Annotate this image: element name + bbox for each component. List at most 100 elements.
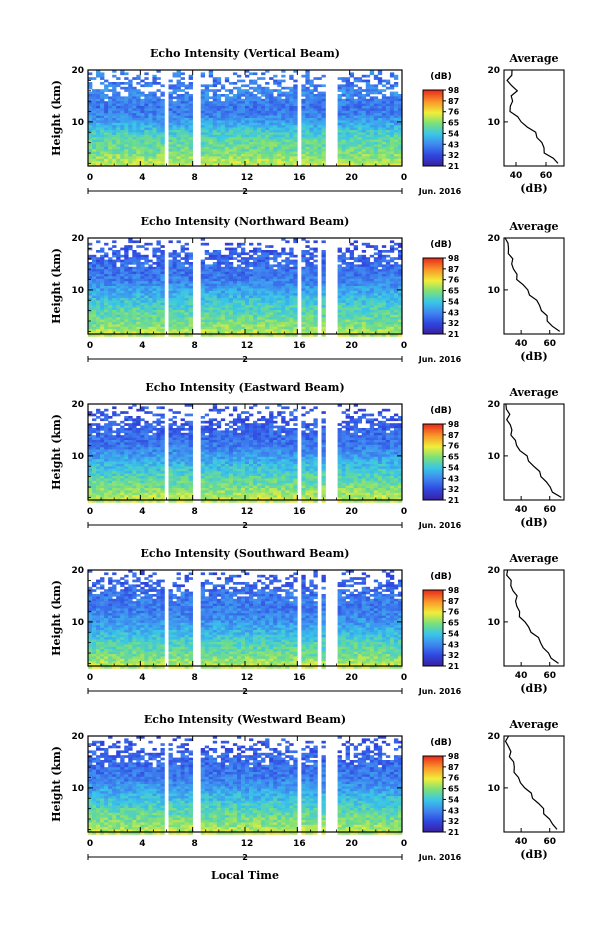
heatmap-cell [249,334,254,337]
heatmap-cell [112,91,117,95]
heatmap-cell [128,331,133,335]
heatmap-cell [208,334,214,337]
heatmap-cell [285,120,290,124]
heatmap-cell [313,293,318,296]
heatmap-cell [208,115,214,119]
heatmap-cell [120,302,125,306]
heatmap-cell [365,257,371,260]
heatmap-cell [397,142,403,145]
heatmap-cell [180,110,185,114]
heatmap-cell [353,163,359,167]
heatmap-cell [385,120,391,124]
heatmap-cell [285,110,290,114]
heatmap-cell [361,250,367,253]
heatmap-cell [265,254,270,258]
heatmap-cell [397,312,403,316]
heatmap-cell [337,259,342,263]
heatmap-cell [293,98,298,102]
heatmap-cell [349,266,354,270]
heatmap-cell [397,324,403,328]
heatmap-cell [277,322,282,325]
heatmap-cell [216,115,222,119]
heatmap-cell [124,290,129,294]
heatmap-cell [152,295,157,299]
heatmap-cell [397,154,403,157]
heatmap-cell [88,324,93,328]
heatmap-cell [144,154,149,157]
heatmap-cell [293,310,298,313]
heatmap-cell [261,89,266,92]
heatmap-cell [136,151,141,155]
heatmap-cell [120,115,125,119]
heatmap-cell [160,84,165,88]
heatmap-cell [232,149,238,152]
heatmap-cell [317,122,322,126]
heatmap-cell [273,144,278,148]
heatmap-cell [236,122,242,126]
heatmap-cell [124,127,129,131]
heatmap-cell [212,103,218,107]
heatmap-cell [369,266,375,270]
heatmap-cell [273,274,278,277]
heatmap-cell [273,278,278,282]
heatmap-cell [160,137,165,140]
heatmap-cell [345,324,350,328]
heatmap-cell [385,329,391,332]
heatmap-cell [104,264,109,268]
heatmap-cell [100,137,105,140]
heatmap-cell [305,298,310,301]
heatmap-cell [245,137,250,140]
heatmap-cell [301,238,306,241]
heatmap-cell [132,134,137,138]
heatmap-cell [184,278,189,282]
heatmap-cell [124,98,129,102]
heatmap-cell [261,322,266,325]
heatmap-cell [293,127,298,131]
heatmap-cell [353,281,359,284]
heatmap-cell [365,84,371,88]
heatmap-cell [116,286,121,289]
heatmap-cell [116,108,121,112]
heatmap-cell [349,302,354,306]
heatmap-cell [120,156,125,160]
heatmap-cell [160,144,165,148]
heatmap-cell [148,326,153,330]
heatmap-cell [188,334,193,337]
heatmap-cell [313,84,318,88]
heatmap-cell [265,331,270,335]
heatmap-cell [232,322,238,325]
heatmap-cell [112,245,117,248]
heatmap-cell [160,125,165,128]
heatmap-cell [397,245,403,248]
heatmap-cell [309,317,314,320]
heatmap-cell [245,274,250,277]
heatmap-cell [273,156,278,160]
heatmap-cell [188,283,193,287]
heatmap-cell [321,108,326,112]
heatmap-cell [136,274,141,277]
heatmap-cell [240,120,246,124]
heatmap-cell [285,127,290,131]
heatmap-cell [92,322,97,325]
heatmap-cell [281,146,286,150]
heatmap-cell [397,300,403,304]
heatmap-cell [289,293,294,296]
heatmap-cell [144,132,149,136]
heatmap-cell [265,262,270,265]
heatmap-cell [180,142,185,145]
heatmap-cell [369,110,375,114]
heatmap-cell [232,288,238,292]
heatmap-cell [341,283,346,287]
heatmap-cell [88,158,93,162]
heatmap-cell [160,290,165,294]
heatmap-cell [216,281,222,284]
heatmap-cell [337,96,342,100]
heatmap-cell [365,74,371,78]
heatmap-cell [100,314,105,318]
heatmap-cell [96,281,101,284]
heatmap-cell [265,305,270,308]
heatmap-cell [381,94,387,97]
heatmap-cell [285,283,290,287]
heatmap-cell [345,79,350,83]
heatmap-cell [377,286,383,289]
